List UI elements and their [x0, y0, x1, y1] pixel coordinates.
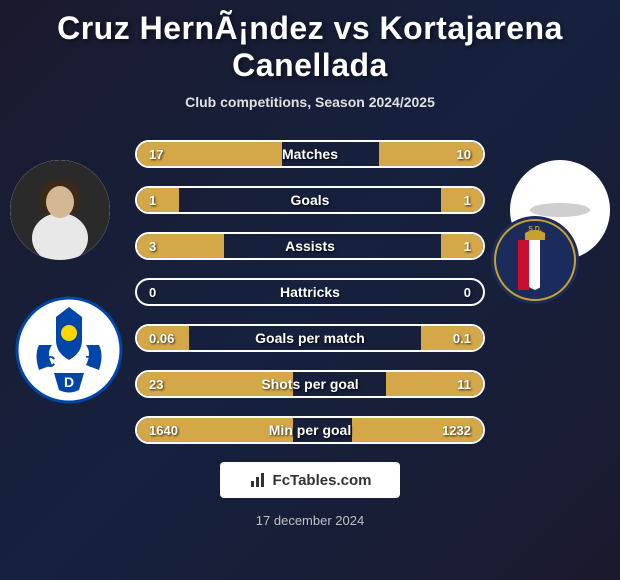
footer-date: 17 december 2024	[10, 513, 610, 528]
stat-row-hattricks: 0 Hattricks 0	[135, 278, 485, 306]
stat-label: Shots per goal	[261, 376, 358, 392]
stat-label: Goals per match	[255, 330, 365, 346]
svg-text:S.D.: S.D.	[528, 226, 542, 233]
stat-value-right: 0	[464, 285, 471, 300]
brand-badge[interactable]: FcTables.com	[220, 462, 400, 498]
comparison-content: C T D S.D. 17 Matches 10 1 Goal	[0, 140, 620, 528]
tenerife-crest-icon: C T D	[14, 295, 124, 405]
page-title: Cruz HernÃ¡ndez vs Kortajarena Canellada	[0, 0, 620, 84]
stat-row-gpm: 0.06 Goals per match 0.1	[135, 324, 485, 352]
stat-label: Assists	[285, 238, 335, 254]
stat-row-spg: 23 Shots per goal 11	[135, 370, 485, 398]
svg-text:T: T	[86, 354, 96, 371]
page-subtitle: Club competitions, Season 2024/2025	[0, 94, 620, 110]
stat-value-right: 1	[464, 239, 471, 254]
stat-row-matches: 17 Matches 10	[135, 140, 485, 168]
stat-fill-right	[441, 234, 483, 258]
stats-container: 17 Matches 10 1 Goals 1 3 Assists 1 0 Ha…	[135, 140, 485, 444]
chart-icon	[249, 471, 267, 489]
stat-label: Min per goal	[269, 422, 351, 438]
stat-label: Goals	[291, 192, 330, 208]
stat-value-left: 0.06	[149, 331, 174, 346]
stat-value-left: 1640	[149, 423, 178, 438]
brand-text: FcTables.com	[273, 472, 372, 489]
stat-row-goals: 1 Goals 1	[135, 186, 485, 214]
stat-value-right: 11	[457, 377, 471, 392]
stat-fill-right	[421, 326, 483, 350]
stat-value-right: 0.1	[453, 331, 471, 346]
svg-text:D: D	[64, 374, 74, 390]
club-badge-right: S.D.	[490, 215, 580, 305]
stat-fill-right	[441, 188, 483, 212]
stat-value-left: 17	[149, 147, 163, 162]
huesca-crest-icon: S.D.	[490, 215, 580, 305]
stat-value-right: 10	[457, 147, 471, 162]
stat-value-right: 1	[464, 193, 471, 208]
club-badge-left: C T D	[14, 295, 124, 405]
svg-text:C: C	[44, 354, 56, 371]
stat-label: Hattricks	[280, 284, 340, 300]
stat-row-assists: 3 Assists 1	[135, 232, 485, 260]
stat-value-left: 23	[149, 377, 163, 392]
player-left-avatar	[10, 160, 110, 260]
stat-row-mpg: 1640 Min per goal 1232	[135, 416, 485, 444]
stat-fill-left	[137, 188, 179, 212]
stat-value-right: 1232	[442, 423, 471, 438]
stat-value-left: 3	[149, 239, 156, 254]
stat-label: Matches	[282, 146, 338, 162]
stat-value-left: 0	[149, 285, 156, 300]
stat-value-left: 1	[149, 193, 156, 208]
player-left-photo	[10, 160, 110, 260]
